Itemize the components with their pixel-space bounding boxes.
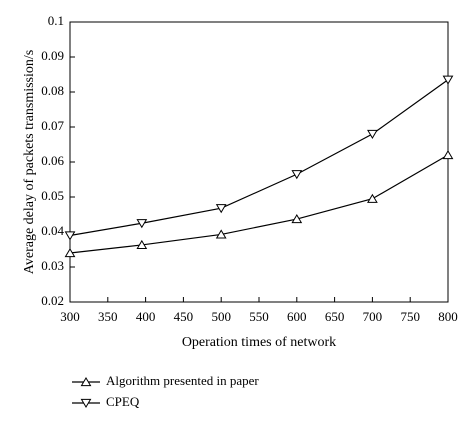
legend-marker <box>80 376 92 387</box>
y-axis-label: Average delay of packets transmission/s <box>22 50 37 274</box>
x-tick-label: 800 <box>438 309 458 324</box>
x-axis-label: Operation times of network <box>182 335 336 350</box>
point-marker <box>64 231 76 241</box>
point-marker <box>291 214 303 224</box>
x-tick-label: 300 <box>60 309 80 324</box>
point-marker <box>136 219 148 229</box>
legend-label: Algorithm presented in paper <box>106 373 259 388</box>
point-marker <box>442 149 454 160</box>
x-tick-label: 550 <box>249 309 269 324</box>
x-tick-label: 500 <box>211 309 231 324</box>
point-marker <box>136 239 148 250</box>
y-tick-label: 0.03 <box>41 258 64 273</box>
y-tick-label: 0.07 <box>41 118 64 133</box>
y-tick-label: 0.04 <box>41 223 64 238</box>
x-tick-label: 600 <box>287 309 307 324</box>
point-marker <box>215 229 227 239</box>
series-line <box>69 154 449 254</box>
point-marker <box>367 129 378 140</box>
point-marker <box>442 75 454 85</box>
legend-label: CPEQ <box>106 394 140 409</box>
point-marker <box>64 247 76 258</box>
point-marker <box>291 170 303 180</box>
x-tick-label: 700 <box>363 309 383 324</box>
y-tick-label: 0.05 <box>41 188 64 203</box>
x-tick-label: 400 <box>136 309 156 324</box>
x-tick-label: 450 <box>174 309 194 324</box>
x-tick-label: 350 <box>98 309 118 324</box>
point-marker <box>367 193 378 203</box>
y-tick-label: 0.06 <box>41 153 64 168</box>
y-tick-label: 0.09 <box>41 48 64 63</box>
point-marker <box>215 204 227 214</box>
y-tick-label: 0.02 <box>41 293 64 308</box>
x-tick-label: 750 <box>400 309 420 324</box>
x-tick-label: 650 <box>325 309 345 324</box>
y-tick-label: 0.08 <box>41 83 64 98</box>
legend-marker <box>80 398 92 409</box>
y-tick-label: 0.1 <box>48 13 64 28</box>
series-line <box>69 79 449 237</box>
